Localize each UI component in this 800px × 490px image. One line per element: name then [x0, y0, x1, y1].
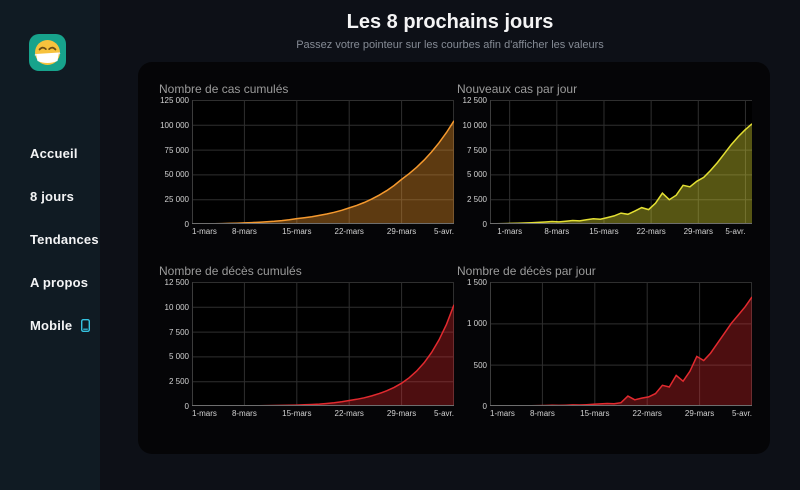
x-tick-label: 8-mars — [529, 409, 555, 418]
chart-plot-area[interactable] — [192, 100, 454, 224]
main-area: Les 8 prochains jours Passez votre point… — [100, 0, 800, 490]
y-tick-label: 10 000 — [462, 120, 487, 130]
sidebar-item-label: Mobile — [30, 318, 73, 333]
x-tick-label: 8-mars — [231, 227, 257, 236]
x-tick-label: 22-mars — [636, 227, 666, 236]
x-tick-label: 29-mars — [386, 409, 417, 418]
chart-title: Nombre de décès cumulés — [159, 264, 302, 278]
sidebar-nav: Accueil 8 jours Tendances A propos Mobil… — [30, 146, 99, 361]
y-tick-label: 25 000 — [164, 195, 189, 205]
phone-icon — [81, 319, 91, 332]
x-axis-labels: 1-mars 8-mars 15-mars 22-mars 29-mars 5-avr. — [192, 406, 454, 418]
chart-4: Nombre de décès par jour 1 500 1 000 500 0 … — [456, 264, 754, 418]
sidebar-item-mobile[interactable]: Mobile — [30, 318, 99, 333]
y-axis-labels: 12 500 10 000 7 500 5 000 2 500 0 — [158, 278, 192, 411]
sidebar-item-label: A propos — [30, 275, 89, 290]
x-tick-label: 15-mars — [282, 409, 312, 418]
y-tick-label: 5 000 — [168, 352, 189, 362]
page-subtitle: Passez votre pointeur sur les courbes af… — [296, 39, 604, 51]
sidebar-item-label: Accueil — [30, 146, 78, 161]
y-tick-label: 500 — [473, 360, 487, 370]
y-tick-label: 7 500 — [168, 327, 189, 337]
x-tick-label: 8-mars — [231, 409, 257, 418]
y-axis-labels: 12 500 10 000 7 500 5 000 2 500 0 — [456, 96, 490, 229]
sidebar-item-tendances[interactable]: Tendances — [30, 232, 99, 247]
x-axis-labels: 1-mars 8-mars 15-mars 22-mars 29-mars 5-avr. — [192, 224, 454, 236]
x-tick-label: 1-mars — [490, 409, 515, 418]
plot-row: 125 000 100 000 75 000 50 000 25 000 0 — [158, 96, 456, 229]
x-axis-labels: 1-mars 8-mars 15-mars 22-mars 29-mars 5-avr. — [490, 224, 752, 236]
sidebar-item-a-propos[interactable]: A propos — [30, 275, 99, 290]
sidebar-item-label: 8 jours — [30, 189, 75, 204]
x-tick-label: 5-avr. — [433, 409, 454, 418]
x-tick-label: 5-avr. — [731, 409, 752, 418]
y-tick-label: 12 500 — [462, 96, 487, 105]
x-tick-label: 22-mars — [632, 409, 662, 418]
x-tick-label: 22-mars — [334, 227, 364, 236]
x-tick-label: 29-mars — [684, 409, 715, 418]
plot-row: 12 500 10 000 7 500 5 000 2 500 0 — [158, 278, 456, 411]
y-tick-label: 75 000 — [164, 145, 189, 155]
charts-card: Nombre de cas cumulés 125 000 100 000 75 0… — [138, 62, 770, 454]
chart-2: Nouveaux cas par jour 12 500 10 000 7 500 5… — [456, 82, 754, 236]
plot-row: 1 500 1 000 500 0 — [456, 278, 754, 411]
x-tick-label: 15-mars — [580, 409, 610, 418]
sidebar-item-accueil[interactable]: Accueil — [30, 146, 99, 161]
sidebar-item-8-jours[interactable]: 8 jours — [30, 189, 99, 204]
y-tick-label: 0 — [184, 220, 189, 229]
x-tick-label: 29-mars — [683, 227, 713, 236]
y-tick-label: 125 000 — [160, 96, 189, 105]
sidebar: Accueil 8 jours Tendances A propos Mobil… — [0, 0, 100, 490]
chart-1: Nombre de cas cumulés 125 000 100 000 75 0… — [158, 82, 456, 236]
chart-title: Nombre de cas cumulés — [159, 82, 289, 96]
y-tick-label: 0 — [482, 220, 487, 229]
chart-plot-area[interactable] — [490, 282, 752, 406]
x-tick-label: 29-mars — [386, 227, 417, 236]
x-tick-label: 8-mars — [544, 227, 570, 236]
x-tick-label: 5-avr. — [725, 227, 746, 236]
x-tick-label: 22-mars — [334, 409, 364, 418]
plot-row: 12 500 10 000 7 500 5 000 2 500 0 — [456, 96, 754, 229]
x-tick-label: 5-avr. — [433, 227, 454, 236]
y-tick-label: 7 500 — [466, 145, 487, 155]
charts-grid: Nombre de cas cumulés 125 000 100 000 75 0… — [158, 82, 754, 418]
y-tick-label: 0 — [184, 402, 189, 411]
y-tick-label: 1 000 — [466, 319, 487, 329]
x-tick-label: 1-mars — [192, 409, 217, 418]
y-tick-label: 12 500 — [164, 278, 189, 287]
y-tick-label: 50 000 — [164, 170, 189, 180]
y-tick-label: 10 000 — [164, 302, 189, 312]
app-logo[interactable] — [29, 34, 66, 71]
chart-3: Nombre de décès cumulés 12 500 10 000 7 50… — [158, 264, 456, 418]
chart-plot-area[interactable] — [192, 282, 454, 406]
chart-title: Nombre de décès par jour — [457, 264, 596, 278]
y-axis-labels: 1 500 1 000 500 0 — [456, 278, 490, 411]
x-tick-label: 15-mars — [282, 227, 312, 236]
x-tick-label: 1-mars — [497, 227, 523, 236]
y-tick-label: 0 — [482, 402, 487, 411]
x-axis-labels: 1-mars 8-mars 15-mars 22-mars 29-mars 5-avr. — [490, 406, 752, 418]
x-tick-label: 1-mars — [192, 227, 217, 236]
chart-title: Nouveaux cas par jour — [457, 82, 578, 96]
y-tick-label: 1 500 — [466, 278, 487, 287]
chart-plot-area[interactable] — [490, 100, 752, 224]
y-tick-label: 100 000 — [160, 120, 189, 130]
y-axis-labels: 125 000 100 000 75 000 50 000 25 000 0 — [158, 96, 192, 229]
x-tick-label: 15-mars — [589, 227, 619, 236]
sidebar-item-label: Tendances — [30, 232, 99, 247]
page-title: Les 8 prochains jours — [346, 11, 554, 33]
y-tick-label: 5 000 — [466, 170, 487, 180]
y-tick-label: 2 500 — [168, 377, 189, 387]
y-tick-label: 2 500 — [466, 195, 487, 205]
face-with-mask-icon — [29, 34, 66, 71]
page-header: Les 8 prochains jours Passez votre point… — [100, 0, 800, 51]
